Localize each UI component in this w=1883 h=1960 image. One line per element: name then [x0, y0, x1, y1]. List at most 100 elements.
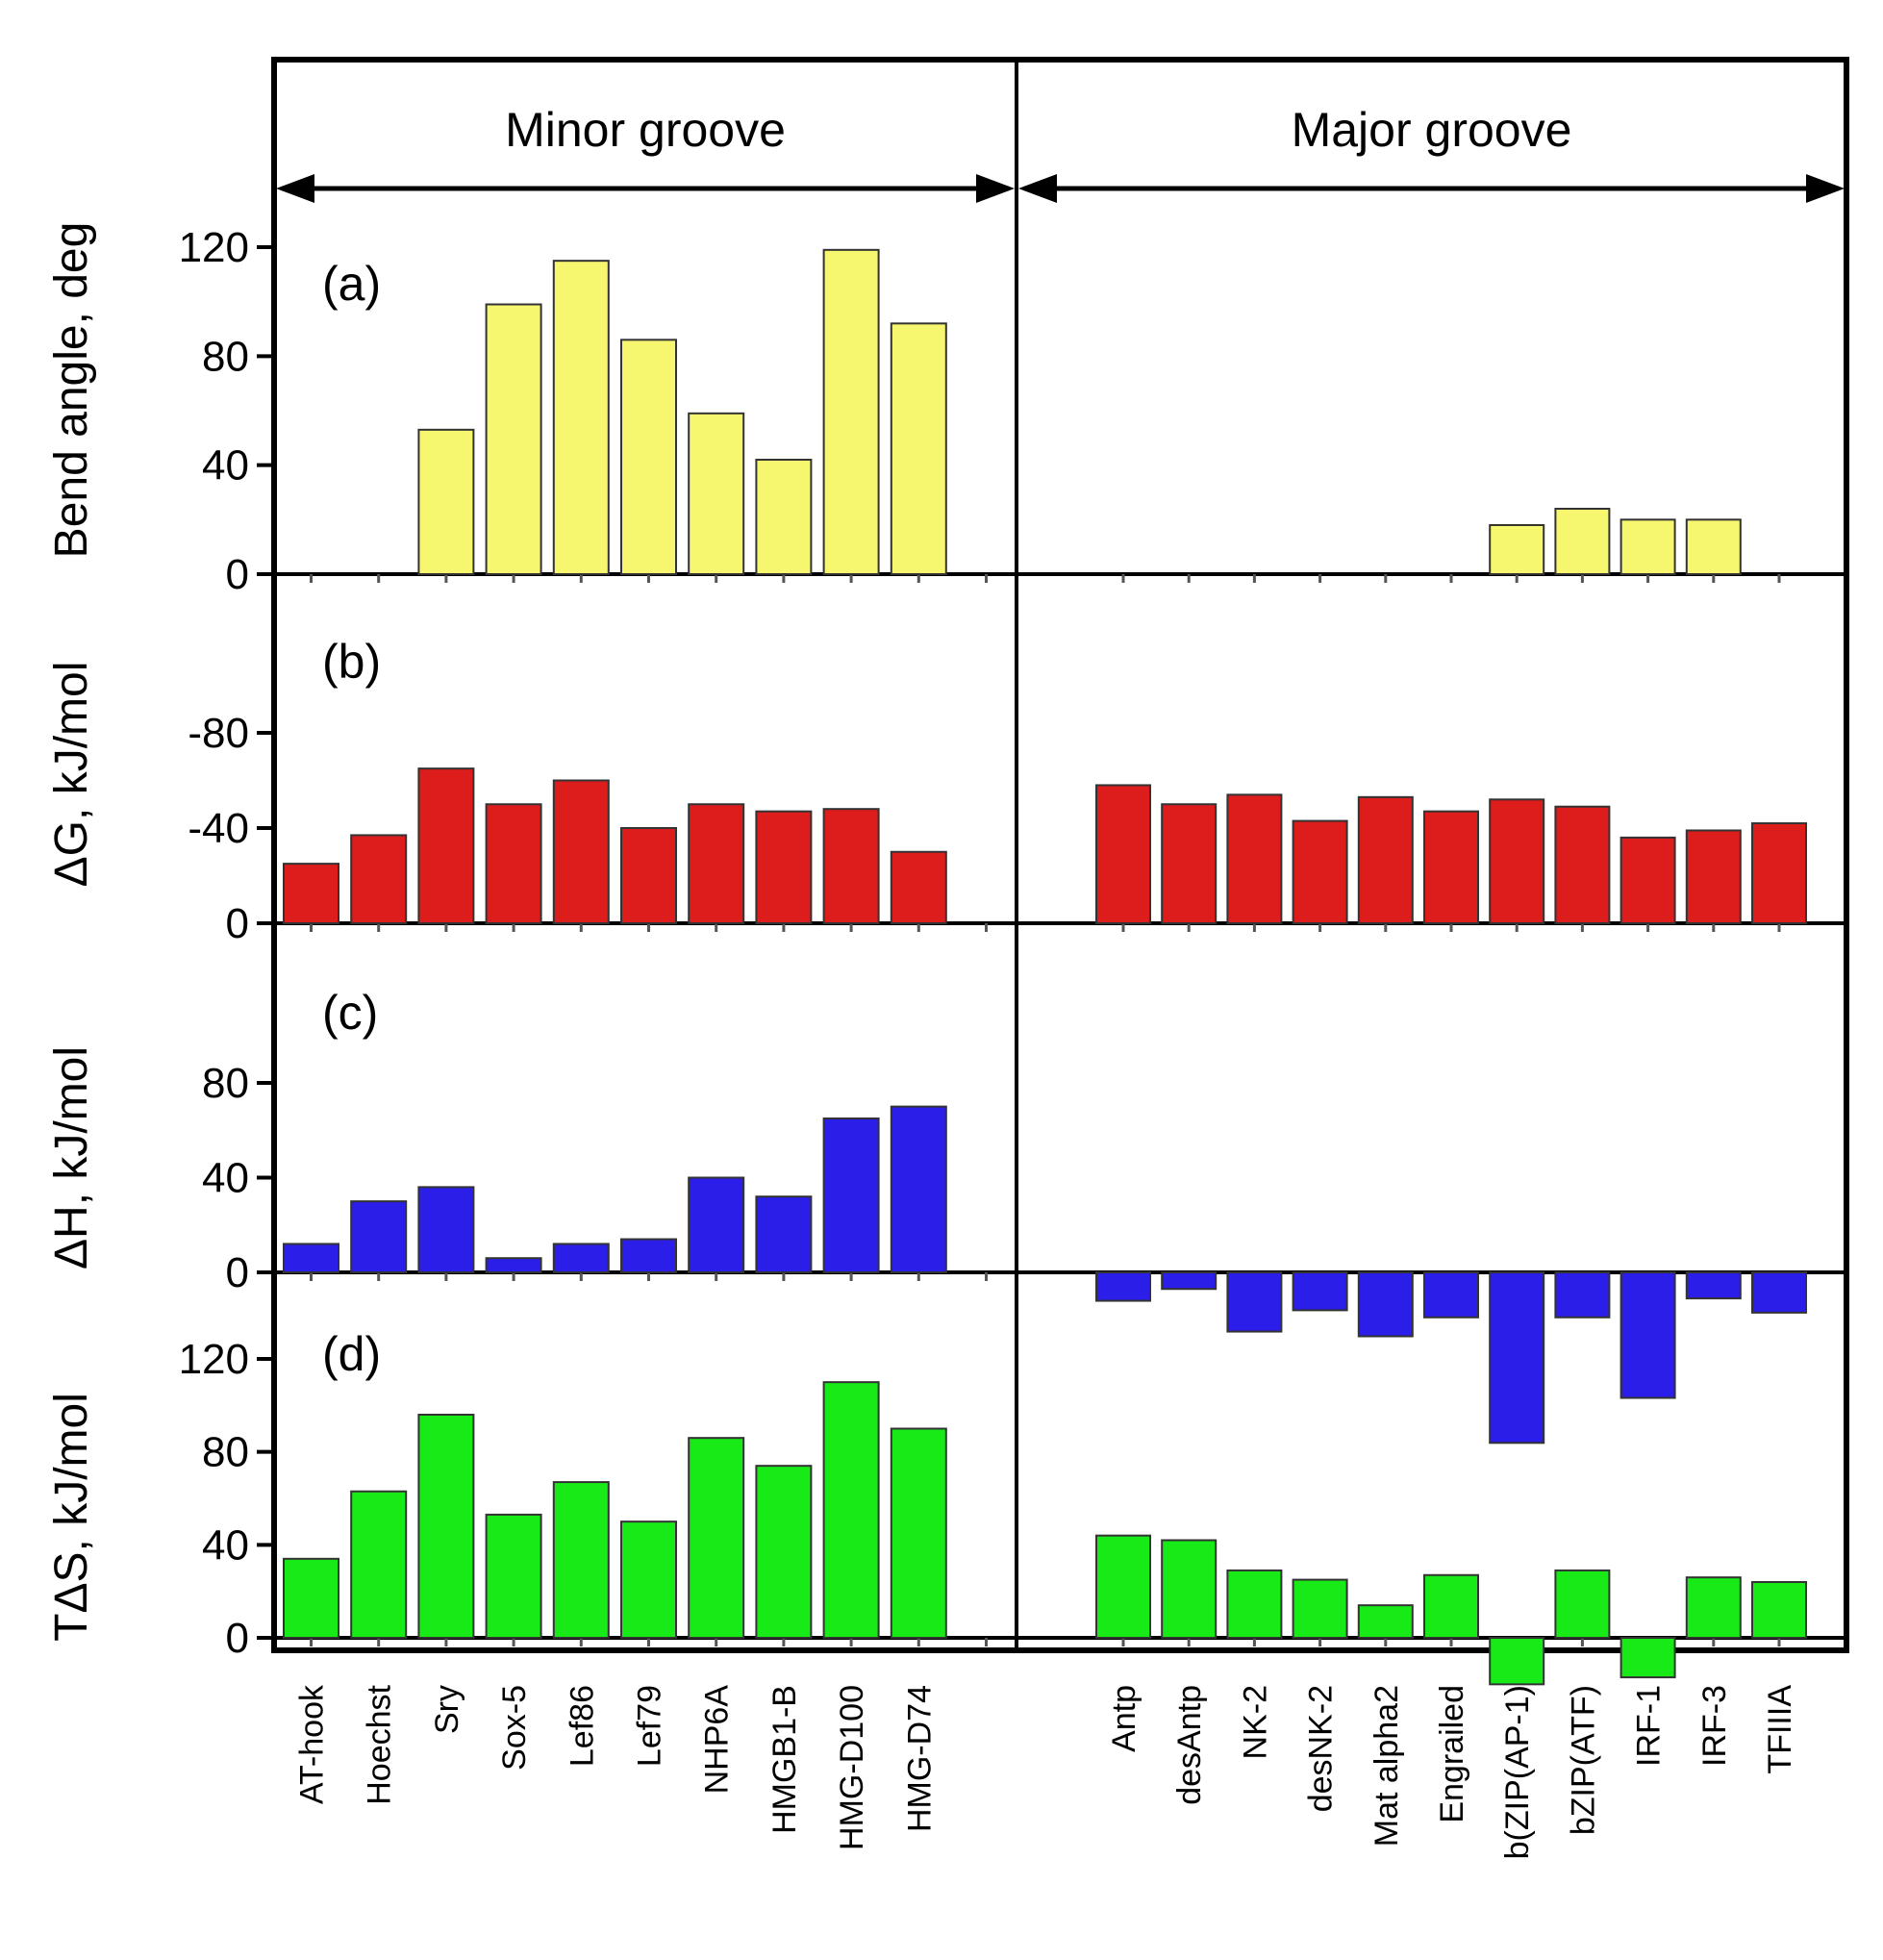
category-label: desNK-2 [1303, 1685, 1340, 1812]
category-label: bZIP(ATF) [1565, 1685, 1601, 1835]
panel-1-major-bar [1357, 795, 1414, 925]
panel-1-major-bar [1489, 798, 1545, 924]
panel-0-major-bar [1685, 518, 1742, 575]
panel-1-minor-bar [688, 803, 745, 924]
panel-1-major-bar [1685, 829, 1742, 924]
panel-0-tag: (a) [322, 257, 381, 311]
panel-3-minor-bar [890, 1427, 947, 1639]
panel-0-major-bar [1619, 518, 1676, 575]
panel-3-minor-bar [552, 1481, 610, 1640]
panel-2-major-bar [1685, 1271, 1742, 1300]
panel-3-ytick-label: 80 [202, 1429, 249, 1476]
minor-groove-label: Minor groove [505, 103, 786, 157]
panel-2-major-bar [1423, 1271, 1479, 1319]
panel-1-ytick-label: 0 [226, 900, 249, 947]
panel-1-major-bar [1161, 803, 1218, 924]
panel-2-ylabel: ΔH, kJ/mol [46, 1046, 97, 1269]
panel-2-major-bar [1161, 1271, 1218, 1291]
panel-1-minor-bar [755, 810, 813, 924]
panel-1-major-bar [1751, 822, 1807, 924]
panel-3-minor-bar [620, 1520, 677, 1639]
panel-2-major-bar [1554, 1271, 1611, 1319]
category-label: HMG-D100 [834, 1685, 870, 1850]
panel-0-minor-bar [822, 248, 880, 575]
panel-0-major-bar [1489, 524, 1545, 575]
category-label: desAntp [1171, 1685, 1208, 1805]
panel-0-minor-bar [552, 260, 610, 575]
panel-3-minor-bar [688, 1437, 745, 1639]
panel-2-minor-bar [620, 1238, 677, 1274]
category-label: Engrailed [1434, 1685, 1470, 1823]
panel-3-minor-bar [283, 1557, 339, 1640]
panel-2-minor-bar [350, 1200, 408, 1273]
panel-2-major-bar [1226, 1271, 1283, 1333]
panel-2-major-bar [1619, 1271, 1676, 1399]
panel-2-major-bar [1095, 1271, 1151, 1302]
panel-2-minor-bar [755, 1195, 813, 1273]
category-label: Sry [429, 1685, 465, 1734]
panel-3-ytick-label: 0 [226, 1615, 249, 1662]
panel-3-major-bar [1226, 1569, 1283, 1639]
category-label: TFIIIA [1762, 1685, 1798, 1774]
category-label: Antp [1106, 1685, 1142, 1752]
panel-0-minor-bar [485, 303, 542, 575]
category-label: HMGB1-B [766, 1685, 803, 1834]
panel-0-minor-bar [755, 459, 813, 575]
category-label: AT-hook [294, 1684, 331, 1804]
minor-arrow-head-left [276, 174, 314, 203]
panel-1-major-bar [1095, 784, 1151, 925]
panel-2-ytick-label: 80 [202, 1060, 249, 1107]
category-label: NHP6A [699, 1685, 736, 1795]
panel-0-minor-bar [417, 428, 475, 576]
panel-2-minor-bar [890, 1105, 947, 1273]
panel-1-ytick-label: -80 [188, 710, 249, 757]
major-arrow-head-right [1806, 174, 1845, 203]
panel-1-minor-bar [822, 808, 880, 925]
panel-3-tag: (d) [322, 1327, 381, 1381]
panel-2-minor-bar [552, 1243, 610, 1273]
panel-0-ytick-label: 80 [202, 333, 249, 380]
panel-3-major-bar [1357, 1604, 1414, 1639]
panel-0-minor-bar [620, 339, 677, 576]
panel-2-minor-bar [822, 1117, 880, 1273]
plot-frame [271, 57, 1849, 1653]
panel-3-ylabel: TΔS, kJ/mol [46, 1393, 97, 1642]
panel-2-major-bar [1357, 1271, 1414, 1338]
panel-3-major-bar [1161, 1539, 1218, 1639]
panel-2-tag: (c) [322, 986, 378, 1040]
panel-2-major-bar [1751, 1271, 1807, 1314]
panel-3-minor-bar [417, 1414, 475, 1639]
panel-3-ytick-label: 120 [179, 1336, 249, 1383]
panel-1-minor-bar [485, 803, 542, 924]
panel-1-minor-bar [350, 834, 408, 924]
panel-3-ytick-label: 40 [202, 1521, 249, 1569]
panel-1-major-bar [1423, 810, 1479, 924]
panel-3-major-bar [1619, 1637, 1676, 1679]
panel-0-ylabel: Bend angle, deg [46, 222, 97, 559]
panel-2-ytick-label: 40 [202, 1155, 249, 1202]
panel-2-ytick-label: 0 [226, 1249, 249, 1296]
panel-3-major-bar [1685, 1576, 1742, 1639]
major-arrow-head-left [1018, 174, 1057, 203]
category-label: HMG-D74 [901, 1685, 938, 1832]
panel-0-ytick-label: 0 [226, 551, 249, 598]
category-label: IRF-3 [1696, 1685, 1733, 1767]
panel-0-ytick-label: 40 [202, 442, 249, 490]
panel-1-major-bar [1619, 836, 1676, 925]
panel-1-minor-bar [283, 863, 339, 924]
panel-2-minor-bar [283, 1243, 339, 1273]
panel-3-major-bar [1554, 1569, 1611, 1639]
minor-arrow-head-right [976, 174, 1015, 203]
category-label: Lef79 [632, 1685, 668, 1767]
panel-1-minor-bar [417, 767, 475, 924]
panel-0-ytick-label: 120 [179, 224, 249, 271]
category-label: Mat alpha2 [1368, 1685, 1405, 1847]
panel-3-minor-bar [350, 1490, 408, 1639]
major-groove-label: Major groove [1292, 103, 1572, 157]
panel-0-minor-bar [688, 412, 745, 576]
category-label: IRF-1 [1631, 1685, 1668, 1767]
category-label: Lef86 [564, 1685, 600, 1767]
panel-3-major-bar [1489, 1637, 1545, 1686]
